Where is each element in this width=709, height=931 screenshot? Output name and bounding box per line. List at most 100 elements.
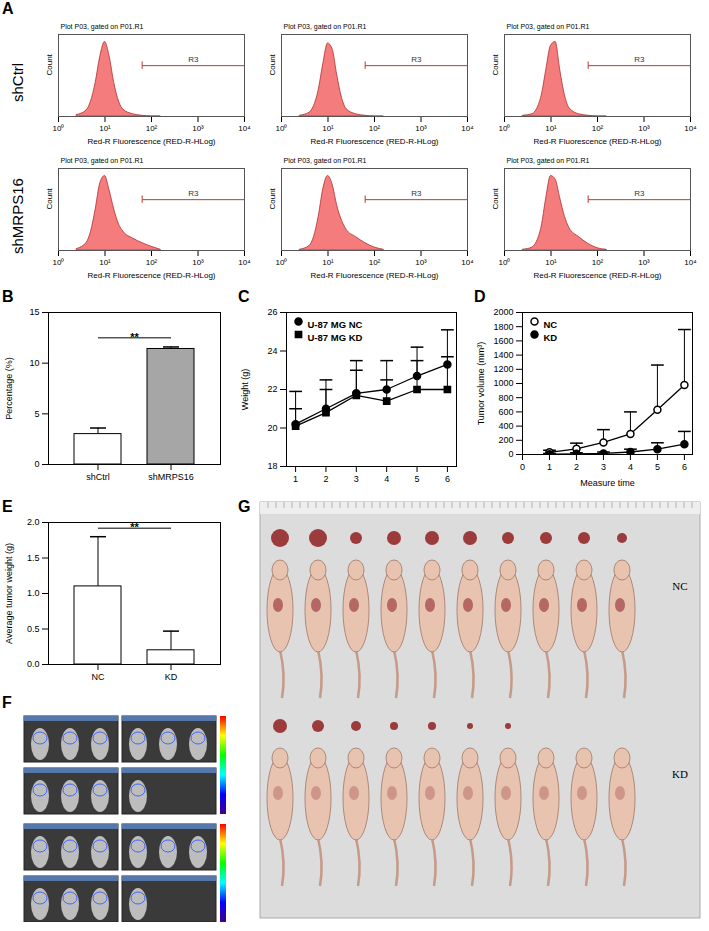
svg-text:10³: 10³: [415, 124, 427, 133]
svg-text:NC: NC: [672, 580, 687, 592]
svg-text:2: 2: [574, 462, 579, 472]
svg-text:10²: 10²: [369, 258, 381, 267]
svg-text:1800: 1800: [493, 322, 513, 332]
svg-text:10¹: 10¹: [322, 124, 334, 133]
svg-text:R3: R3: [634, 55, 645, 64]
svg-text:1000: 1000: [493, 378, 513, 388]
svg-text:10³: 10³: [638, 124, 650, 133]
svg-text:10²: 10²: [146, 124, 158, 133]
svg-text:Plot P03, gated on P01.R1: Plot P03, gated on P01.R1: [284, 157, 367, 165]
svg-text:Red-R Fluorescence (RED-R-HLog: Red-R Fluorescence (RED-R-HLog): [310, 271, 438, 280]
svg-text:10³: 10³: [192, 124, 204, 133]
svg-text:10⁴: 10⁴: [684, 124, 697, 133]
svg-text:Red-R Fluorescence (RED-R-HLog: Red-R Fluorescence (RED-R-HLog): [533, 137, 661, 146]
svg-text:10²: 10²: [592, 124, 604, 133]
svg-text:400: 400: [498, 421, 513, 431]
svg-text:10⁰: 10⁰: [276, 258, 288, 267]
svg-text:10⁰: 10⁰: [499, 124, 511, 133]
svg-text:Red-R Fluorescence (RED-R-HLog: Red-R Fluorescence (RED-R-HLog): [87, 271, 215, 280]
svg-text:R3: R3: [411, 55, 422, 64]
svg-text:Red-R Fluorescence (RED-R-HLog: Red-R Fluorescence (RED-R-HLog): [310, 137, 438, 146]
svg-text:Count: Count: [45, 187, 54, 209]
svg-text:3: 3: [354, 474, 359, 484]
svg-text:10³: 10³: [192, 258, 204, 267]
svg-text:1.0: 1.0: [27, 588, 40, 598]
svg-text:10⁴: 10⁴: [238, 258, 251, 267]
svg-text:shMRPS16: shMRPS16: [148, 472, 194, 482]
svg-text:0: 0: [508, 449, 513, 459]
svg-text:1400: 1400: [493, 350, 513, 360]
svg-text:KD: KD: [165, 672, 178, 682]
svg-text:4: 4: [384, 474, 389, 484]
svg-text:2000: 2000: [493, 307, 513, 317]
svg-text:10¹: 10¹: [545, 258, 557, 267]
svg-text:1: 1: [293, 474, 298, 484]
svg-text:10⁴: 10⁴: [461, 124, 474, 133]
svg-text:Measure time: Measure time: [580, 478, 635, 488]
svg-text:1200: 1200: [493, 364, 513, 374]
svg-text:Plot P03, gated on P01.R1: Plot P03, gated on P01.R1: [284, 23, 367, 31]
svg-text:R3: R3: [188, 55, 199, 64]
svg-text:NC: NC: [92, 672, 105, 682]
svg-text:6: 6: [682, 462, 687, 472]
svg-text:0.5: 0.5: [27, 624, 40, 634]
svg-text:600: 600: [498, 407, 513, 417]
svg-text:18: 18: [267, 461, 277, 471]
svg-text:800: 800: [498, 393, 513, 403]
svg-text:200: 200: [498, 435, 513, 445]
svg-text:0.0: 0.0: [27, 659, 40, 669]
svg-text:10⁰: 10⁰: [276, 124, 288, 133]
svg-text:1: 1: [547, 462, 552, 472]
svg-text:1600: 1600: [493, 336, 513, 346]
svg-text:Tumor volume (mm³): Tumor volume (mm³): [476, 342, 486, 426]
svg-text:U-87 MG KD: U-87 MG KD: [308, 332, 363, 343]
svg-text:10⁴: 10⁴: [684, 258, 697, 267]
svg-text:Count: Count: [45, 53, 54, 75]
svg-text:4: 4: [628, 462, 633, 472]
svg-text:Plot P03, gated on P01.R1: Plot P03, gated on P01.R1: [61, 157, 144, 165]
svg-text:Count: Count: [491, 53, 500, 75]
svg-text:10⁴: 10⁴: [461, 258, 474, 267]
svg-text:26: 26: [267, 307, 277, 317]
svg-text:R3: R3: [634, 189, 645, 198]
svg-text:Count: Count: [268, 187, 277, 209]
svg-text:15: 15: [29, 307, 39, 317]
svg-text:10: 10: [29, 358, 39, 368]
svg-text:2: 2: [323, 474, 328, 484]
svg-text:0: 0: [520, 462, 525, 472]
svg-text:Red-R Fluorescence (RED-R-HLog: Red-R Fluorescence (RED-R-HLog): [87, 137, 215, 146]
svg-text:R3: R3: [411, 189, 422, 198]
svg-text:Count: Count: [268, 53, 277, 75]
svg-text:KD: KD: [544, 332, 558, 343]
svg-text:Plot P03, gated on P01.R1: Plot P03, gated on P01.R1: [61, 23, 144, 31]
svg-text:10⁰: 10⁰: [53, 258, 65, 267]
svg-text:22: 22: [267, 384, 277, 394]
svg-text:20: 20: [267, 423, 277, 433]
svg-text:Red-R Fluorescence (RED-R-HLog: Red-R Fluorescence (RED-R-HLog): [533, 271, 661, 280]
svg-text:2.0: 2.0: [27, 517, 40, 527]
svg-text:KD: KD: [672, 768, 688, 780]
svg-text:Weight (g): Weight (g): [240, 369, 250, 410]
svg-text:0: 0: [34, 459, 39, 469]
svg-text:10¹: 10¹: [322, 258, 334, 267]
svg-text:10²: 10²: [146, 258, 158, 267]
svg-text:U-87 MG NC: U-87 MG NC: [308, 319, 363, 330]
svg-text:Count: Count: [491, 187, 500, 209]
svg-text:10⁴: 10⁴: [238, 124, 251, 133]
svg-text:24: 24: [267, 346, 277, 356]
svg-text:10⁰: 10⁰: [53, 124, 65, 133]
svg-text:NC: NC: [544, 319, 558, 330]
svg-text:1.5: 1.5: [27, 553, 40, 563]
svg-text:10¹: 10¹: [545, 124, 557, 133]
svg-text:Plot P03, gated on P01.R1: Plot P03, gated on P01.R1: [507, 157, 590, 165]
svg-text:10³: 10³: [415, 258, 427, 267]
svg-text:10⁰: 10⁰: [499, 258, 511, 267]
svg-text:Plot P03, gated on P01.R1: Plot P03, gated on P01.R1: [507, 23, 590, 31]
svg-text:shCtrl: shCtrl: [86, 472, 110, 482]
svg-text:6: 6: [445, 474, 450, 484]
svg-text:Percentage (%): Percentage (%): [4, 357, 14, 420]
svg-text:**: **: [130, 331, 139, 343]
svg-text:R3: R3: [188, 189, 199, 198]
svg-text:10³: 10³: [638, 258, 650, 267]
svg-text:10¹: 10¹: [99, 124, 111, 133]
